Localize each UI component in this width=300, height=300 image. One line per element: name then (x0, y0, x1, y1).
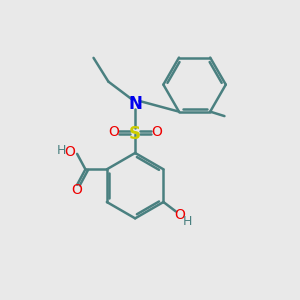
Text: O: O (109, 125, 119, 139)
Text: N: N (128, 95, 142, 113)
Text: O: O (71, 183, 82, 197)
Text: S: S (129, 125, 141, 143)
Text: O: O (174, 208, 185, 222)
Text: O: O (64, 145, 75, 159)
Text: H: H (57, 144, 66, 157)
Text: H: H (182, 214, 192, 227)
Text: O: O (151, 125, 162, 139)
